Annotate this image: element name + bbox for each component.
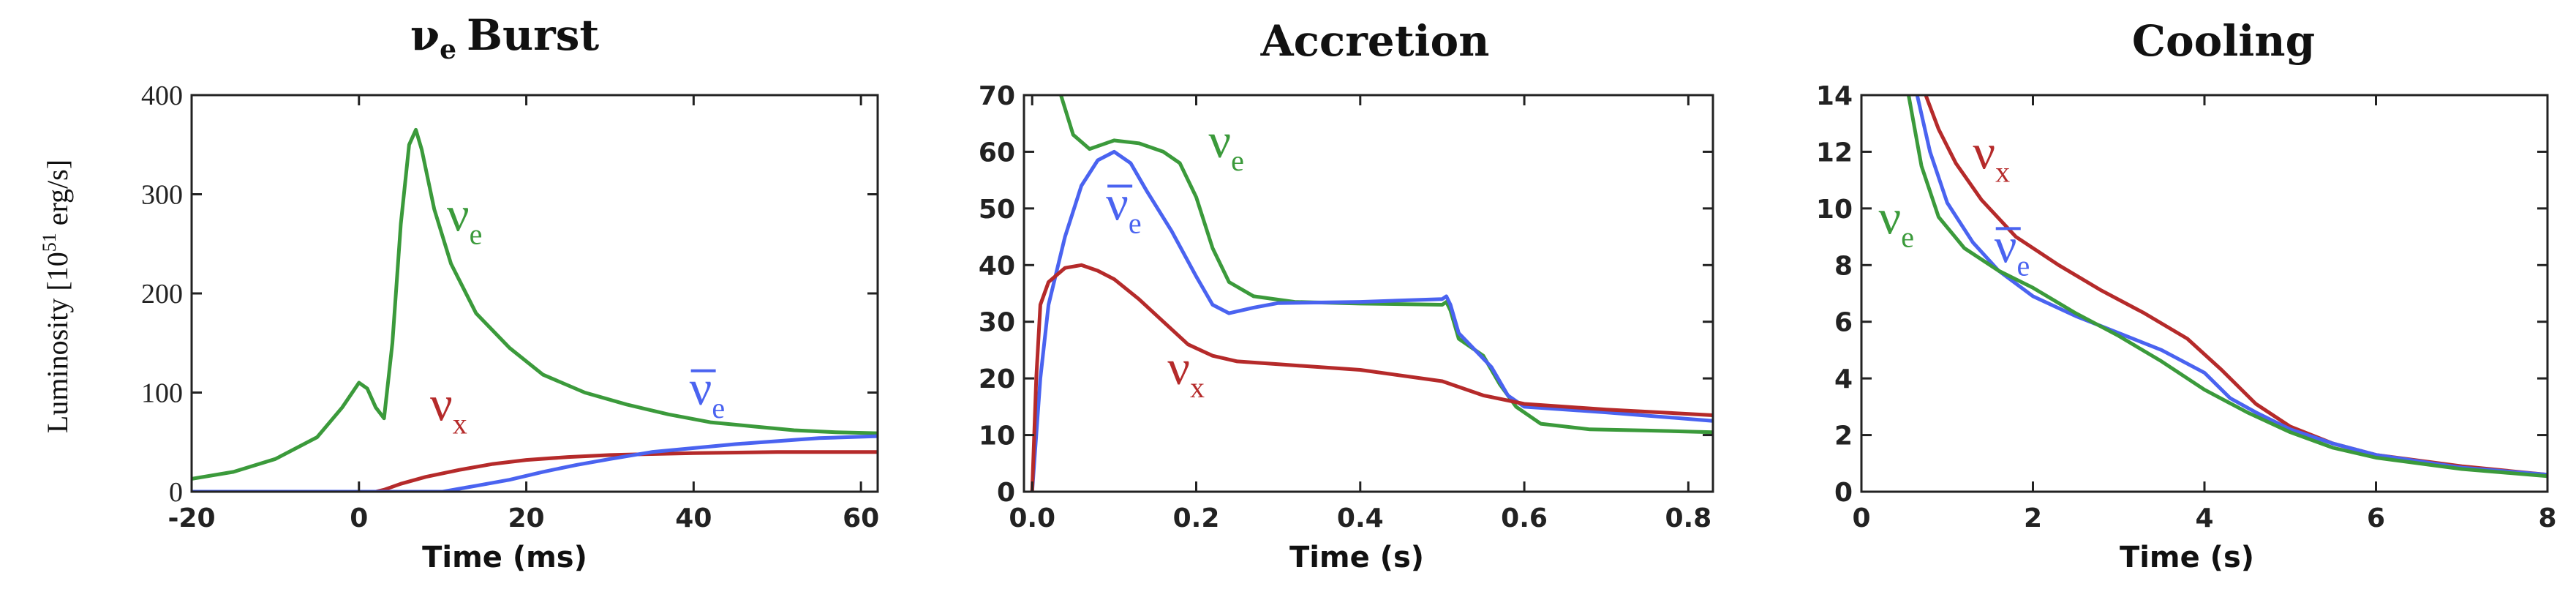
series-line-red	[1030, 263, 1713, 492]
y-tick-label: 4	[1834, 364, 1853, 394]
curve-label-red: νx	[1167, 340, 1205, 404]
y-tick-label: 14	[1816, 81, 1853, 111]
y-tick-label: 10	[979, 421, 1015, 451]
curve-label-green: νe	[447, 187, 483, 251]
plot-frame	[190, 94, 879, 493]
x-tick-label: 4	[2195, 503, 2213, 533]
x-tick-label: 40	[675, 503, 712, 533]
y-tick-label: 10	[1816, 195, 1853, 225]
series-line-green	[192, 127, 878, 481]
x-tick-label: 6	[2367, 503, 2385, 533]
y-tick-label: 60	[979, 138, 1015, 168]
y-tick-label: 6	[1834, 308, 1853, 338]
x-tick-label: -20	[167, 503, 215, 533]
y-tick-label: 70	[979, 81, 1015, 111]
series-line-red	[192, 450, 878, 492]
y-tick-label: 20	[979, 364, 1015, 394]
y-tick-label: 8	[1834, 251, 1853, 281]
x-tick-label: 0.6	[1501, 503, 1548, 533]
plot-area: 0 10 20 30 40 50 60 70 0.0 0.2 0.4 0.6 0.8 νe νe νx	[979, 81, 1714, 533]
curve-label-blue: νe	[1995, 217, 2030, 282]
curve-label-green: νe	[1878, 190, 1914, 254]
y-tick-label: 0	[997, 478, 1015, 508]
plot-frame	[1023, 94, 1714, 493]
y-tick-label: 100	[141, 378, 183, 409]
y-axis-label: Luminosity [1051 erg/s]	[39, 160, 74, 433]
x-tick-label: 0.8	[1665, 503, 1711, 533]
plot-frame	[1860, 94, 2549, 493]
series-line-blue	[1915, 95, 2547, 477]
y-tick-label: 2	[1834, 421, 1853, 451]
x-tick-label: 0	[1852, 503, 1870, 533]
x-tick-label: 2	[2024, 503, 2042, 533]
y-tick-label: 0	[169, 477, 183, 508]
x-tick-label: 20	[508, 503, 545, 533]
x-axis-label: Time (s)	[1289, 541, 1424, 574]
panel-accretion: Accretion Time (s) 0 10 20 30 40 50 60 70 0.0 0.2…	[979, 16, 1714, 574]
y-tick-label: 12	[1816, 138, 1853, 168]
x-tick-label: 0	[350, 503, 368, 533]
x-axis-label: Time (ms)	[422, 541, 587, 574]
curve-label-blue: νe	[690, 360, 726, 424]
panel-title: νe Burst	[410, 10, 600, 65]
curve-label-green: νe	[1208, 113, 1244, 177]
x-tick-label: 0.4	[1337, 503, 1384, 533]
series-line-blue	[192, 434, 878, 492]
y-tick-label: 300	[141, 180, 183, 211]
y-tick-label: 400	[141, 80, 183, 111]
x-tick-label: 8	[2538, 503, 2556, 533]
curve-label-red: νx	[430, 375, 467, 440]
y-tick-label: 0	[1834, 478, 1853, 508]
panel-nue-burst: νe Burst Luminosity [1051 erg/s] Time (ms…	[39, 10, 879, 574]
y-tick-label: 200	[141, 279, 183, 310]
curve-label-red: νx	[1973, 124, 2010, 189]
x-tick-label: 0.0	[1009, 503, 1055, 533]
x-tick-label: 60	[843, 503, 879, 533]
y-tick-label: 50	[979, 195, 1015, 225]
panel-title: Cooling	[2132, 16, 2315, 66]
panel-title: Accretion	[1260, 16, 1490, 66]
series-line-green	[1059, 95, 1713, 435]
series-line-green	[1907, 95, 2547, 479]
x-axis-label: Time (s)	[2120, 541, 2254, 574]
series-line-blue	[1030, 149, 1713, 492]
y-tick-label: 40	[979, 251, 1015, 281]
y-tick-label: 30	[979, 308, 1015, 338]
curve-label-blue: νe	[1106, 175, 1142, 239]
x-tick-label: 0.2	[1173, 503, 1220, 533]
